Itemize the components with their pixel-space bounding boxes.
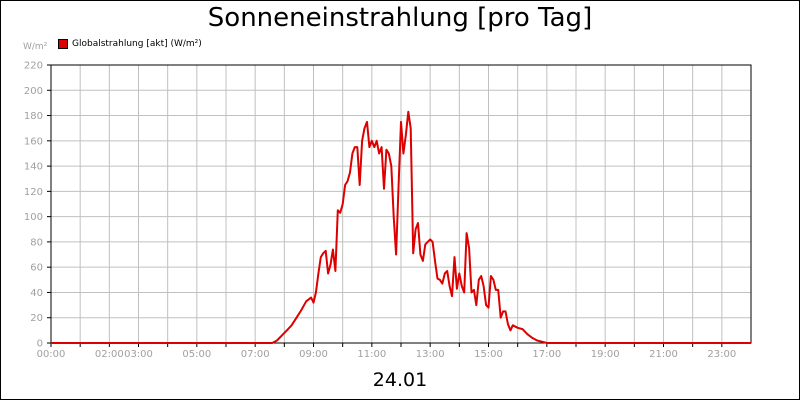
y-unit-label: W/m² bbox=[23, 42, 48, 52]
x-tick-label: 17:00 bbox=[532, 349, 561, 360]
x-tick-label: 13:00 bbox=[416, 349, 445, 360]
y-tick-label: 180 bbox=[24, 111, 43, 122]
legend-swatch bbox=[58, 39, 68, 49]
x-tick-label: 00:00 bbox=[37, 349, 66, 360]
x-tick-label: 02:00 bbox=[95, 349, 124, 360]
x-tick-label: 23:00 bbox=[707, 349, 736, 360]
y-tick-label: 20 bbox=[30, 313, 43, 324]
y-tick-label: 220 bbox=[24, 61, 43, 72]
x-tick-label: 07:00 bbox=[241, 349, 270, 360]
x-tick-label: 21:00 bbox=[649, 349, 678, 360]
y-tick-label: 160 bbox=[24, 136, 43, 147]
x-tick-label: 19:00 bbox=[591, 349, 620, 360]
y-tick-label: 120 bbox=[24, 187, 43, 198]
chart-title: Sonneneinstrahlung [pro Tag] bbox=[207, 3, 593, 33]
x-tick-label: 11:00 bbox=[357, 349, 386, 360]
y-tick-label: 140 bbox=[24, 162, 43, 173]
y-tick-label: 80 bbox=[30, 237, 43, 248]
x-tick-label: 03:00 bbox=[124, 349, 153, 360]
x-tick-label: 15:00 bbox=[474, 349, 503, 360]
y-tick-label: 0 bbox=[37, 339, 43, 350]
x-tick-label: 09:00 bbox=[299, 349, 328, 360]
y-tick-label: 40 bbox=[30, 288, 43, 299]
y-tick-label: 100 bbox=[24, 212, 43, 223]
legend-label: Globalstrahlung [akt] (W/m²) bbox=[72, 39, 202, 49]
series-line-globalstrahlung bbox=[51, 110, 751, 344]
y-tick-label: 200 bbox=[24, 86, 43, 97]
legend: Globalstrahlung [akt] (W/m²) bbox=[58, 39, 202, 49]
date-label: 24.01 bbox=[372, 369, 428, 391]
y-tick-label: 60 bbox=[30, 263, 43, 274]
plot-area-border bbox=[50, 64, 752, 344]
x-tick-label: 05:00 bbox=[182, 349, 211, 360]
